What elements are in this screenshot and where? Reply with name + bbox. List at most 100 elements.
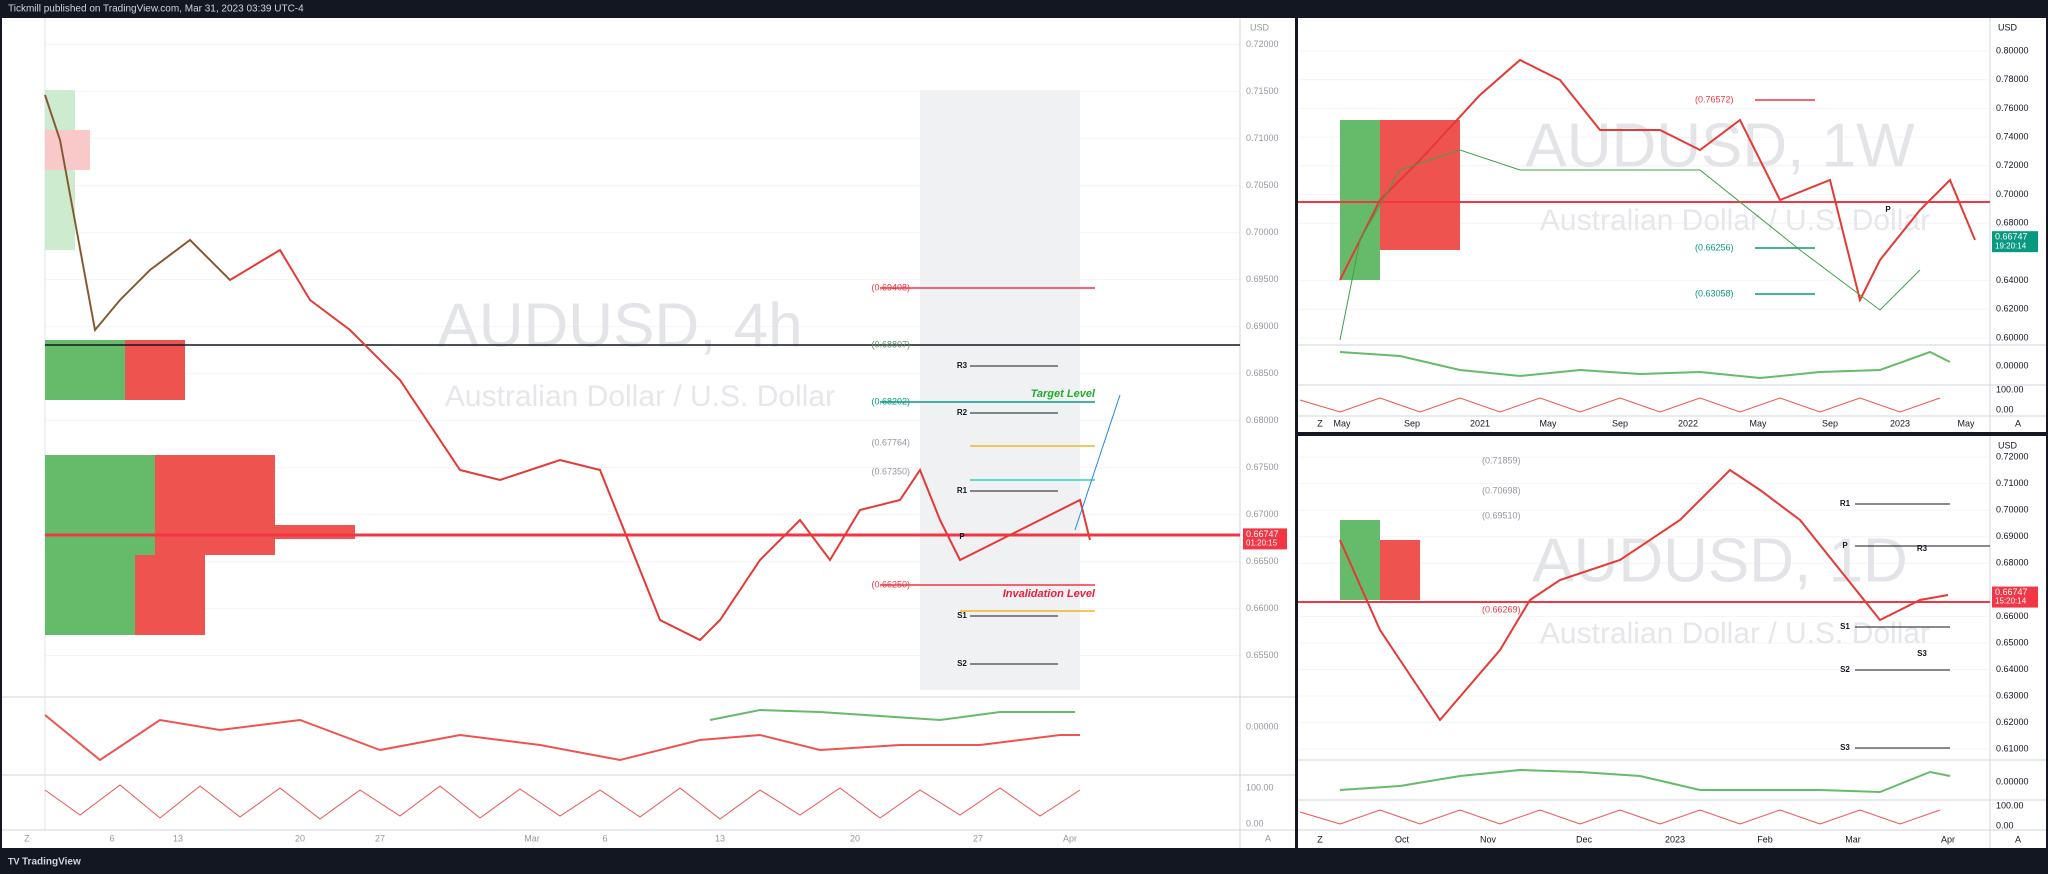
x-tick-label: Apr [1063, 833, 1077, 843]
watermark: AUDUSD, 1D [1532, 526, 1908, 595]
volume-profile [155, 455, 275, 555]
x-tick-label: Sep [1612, 418, 1628, 428]
x-tick-label: 2021 [1470, 418, 1490, 428]
volume-profile [125, 340, 185, 400]
indicator-tick-label: 0.00 [1996, 820, 2014, 830]
x-tick-label: A [1265, 833, 1271, 843]
y-tick-label: 0.62000 [1996, 717, 2029, 727]
y-tick-label: 0.71000 [1246, 133, 1279, 143]
watermark-description: Australian Dollar / U.S. Dollar [1540, 204, 1930, 237]
x-tick-label: 13 [173, 833, 183, 843]
watermark: AUDUSD, 4h [437, 291, 802, 360]
y-tick-label: 0.72000 [1996, 452, 2029, 462]
axis-unit: USD [1998, 440, 2018, 450]
level-line [45, 99, 1990, 749]
panel-1d [1298, 436, 2046, 848]
pivot-label: S1 [957, 611, 967, 620]
x-tick-label: Dec [1576, 834, 1593, 844]
annotation: Target Level [1031, 388, 1096, 400]
indicator-tick-label: 0.00000 [1996, 360, 2029, 370]
pivot-label: S2 [957, 659, 967, 668]
indicator-tick-label: 100.00 [1996, 800, 2024, 810]
y-tick-label: 0.63000 [1996, 690, 2029, 700]
volume-profile [920, 90, 1080, 690]
indicator-tick-label: 0.00000 [1246, 721, 1279, 731]
y-tick-label: 0.62000 [1996, 304, 2029, 314]
y-tick-label: 0.70500 [1246, 180, 1279, 190]
y-tick-label: 0.68500 [1246, 368, 1279, 378]
watermark-description: Australian Dollar / U.S. Dollar [445, 380, 835, 413]
level-label: (0.76572) [1695, 94, 1734, 104]
level-label: (0.68202) [871, 396, 910, 406]
y-tick-label: 0.80000 [1996, 45, 2029, 55]
x-tick-label: 20 [850, 833, 860, 843]
level-label: (0.69510) [1482, 510, 1521, 520]
price-path [1339, 58, 1976, 303]
last-price: 0.66747 [1995, 587, 2028, 597]
x-tick-label: May [1539, 418, 1557, 428]
x-tick-label: 20 [295, 833, 305, 843]
y-tick-label: 0.66000 [1246, 603, 1279, 613]
y-tick-label: 0.65500 [1246, 650, 1279, 660]
y-tick-label: 0.68000 [1996, 558, 2029, 568]
brand-logo: TV [8, 856, 20, 866]
y-tick-label: 0.74000 [1996, 131, 2029, 141]
pivot-label: R2 [957, 408, 968, 417]
x-tick-label: 2023 [1890, 418, 1910, 428]
y-tick-label: 0.68000 [1996, 218, 2029, 228]
x-tick-label: Mar [1845, 834, 1861, 844]
x-tick-label: May [1957, 418, 1975, 428]
y-tick-label: 0.76000 [1996, 103, 2029, 113]
level-label: (0.70698) [1482, 485, 1521, 495]
y-tick-label: 0.61000 [1996, 743, 2029, 753]
indicator-line [1299, 397, 1941, 413]
y-tick-label: 0.66000 [1996, 611, 2029, 621]
axis-unit: USD [1250, 22, 1270, 32]
x-tick-label: May [1749, 418, 1767, 428]
price-path [44, 94, 231, 332]
y-tick-label: 0.71000 [1996, 478, 2029, 488]
x-tick-label: Z [1317, 834, 1323, 844]
y-tick-label: 0.60000 [1996, 332, 2029, 342]
x-tick-label: Nov [1480, 834, 1497, 844]
level-label: (0.67764) [871, 437, 910, 447]
level-label: (0.63058) [1695, 288, 1734, 298]
x-tick-label: Oct [1395, 834, 1410, 844]
price-badge [1243, 528, 1287, 550]
pivot-label: R1 [1840, 499, 1851, 508]
level-label: (0.66256) [1695, 242, 1734, 252]
price-path [1339, 468, 1949, 722]
x-tick-label: 13 [715, 833, 725, 843]
y-tick-label: 0.67000 [1246, 509, 1279, 519]
watermark-description: Australian Dollar / U.S. Dollar [1540, 617, 1930, 650]
y-tick-label: 0.70000 [1996, 189, 2029, 199]
x-tick-label: Sep [1404, 418, 1420, 428]
y-tick-label: 0.71500 [1246, 86, 1279, 96]
indicator-tick-label: 0.00 [1246, 818, 1264, 828]
price-path [1339, 149, 1921, 341]
price-badge [1992, 586, 2038, 608]
x-tick-label: Z [24, 833, 30, 843]
volume-profile [135, 555, 205, 635]
y-tick-label: 0.67500 [1246, 462, 1279, 472]
pivot-label: S3 [1917, 649, 1927, 658]
x-tick-label: 2023 [1665, 834, 1685, 844]
volume-profile [45, 130, 90, 170]
level-label: (0.68807) [871, 339, 910, 349]
indicator-line [1339, 350, 1951, 380]
x-tick-label: 6 [109, 833, 114, 843]
x-tick-label: 6 [602, 833, 607, 843]
price-badge [1992, 231, 2038, 253]
level-label: (0.66250) [871, 579, 910, 589]
level-label: (0.71859) [1482, 455, 1521, 465]
level-label: (0.66269) [1482, 604, 1521, 614]
panel-4h [2, 18, 1295, 848]
y-tick-label: 0.64000 [1996, 664, 2029, 674]
y-tick-label: 0.78000 [1996, 74, 2029, 84]
y-tick-label: 0.69000 [1996, 531, 2029, 541]
pivot-label: S2 [1840, 665, 1850, 674]
volume-profile [45, 455, 155, 555]
